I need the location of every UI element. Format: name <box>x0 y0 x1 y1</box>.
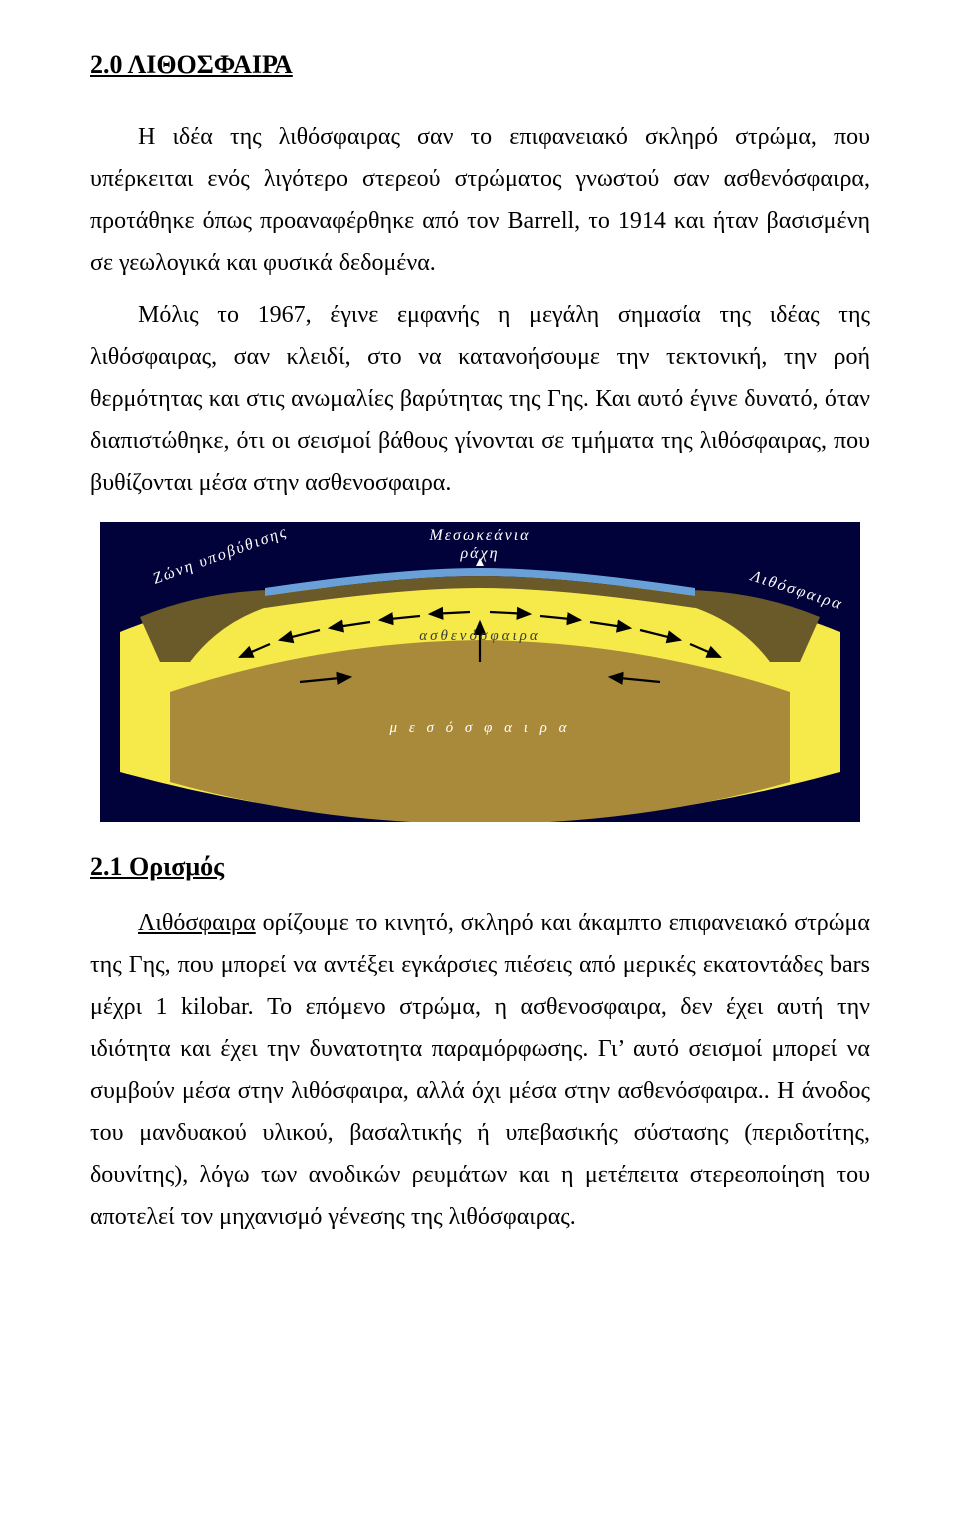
section-heading: 2.0 ΛΙΘΟΣΦΑΙΡΑ <box>90 50 870 80</box>
definition-rest: ορίζουμε το κινητό, σκληρό και άκαμπτο ε… <box>90 910 870 1230</box>
ridge-label-bottom: ράχη <box>459 545 499 562</box>
document-page: 2.0 ΛΙΘΟΣΦΑΙΡΑ Η ιδέα της λιθόσφαιρας σα… <box>0 0 960 1308</box>
ridge-label-top: Μεσωκεάνια <box>428 527 530 544</box>
definition-lead-term: Λιθόσφαιρα <box>138 910 256 936</box>
intro-paragraph-2: Μόλις το 1967, έγινε εμφανής η μεγάλη ση… <box>90 294 870 504</box>
lithosphere-diagram-svg: Μεσωκεάνια ράχη Λιθόσφαιρα Ζώνη υποβύθισ… <box>100 522 860 822</box>
lithosphere-diagram: Μεσωκεάνια ράχη Λιθόσφαιρα Ζώνη υποβύθισ… <box>90 522 870 822</box>
asthenosphere-label: ασθενόσφαιρα <box>419 628 541 644</box>
mesosphere-label: μ ε σ ό σ φ α ι ρ α <box>389 720 571 736</box>
subsection-heading: 2.1 Ορισμός <box>90 852 870 882</box>
intro-paragraph-1: Η ιδέα της λιθόσφαιρας σαν το επιφανειακ… <box>90 116 870 284</box>
definition-paragraph: Λιθόσφαιρα ορίζουμε το κινητό, σκληρό κα… <box>90 902 870 1238</box>
